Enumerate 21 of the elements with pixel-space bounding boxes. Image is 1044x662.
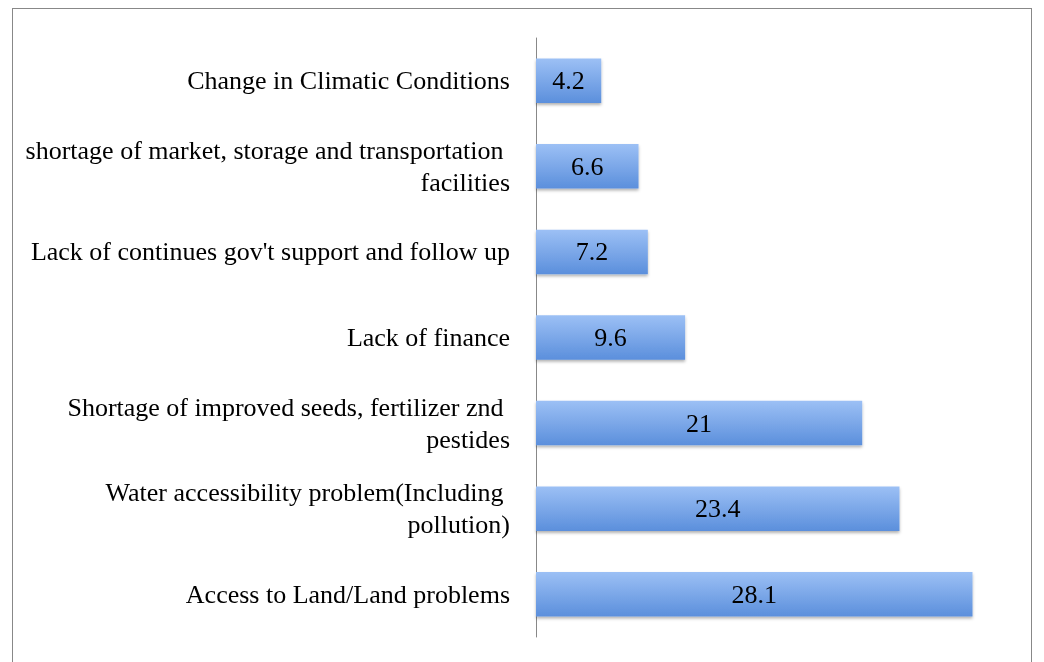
- y-tick-label: shortage of market, storage and transportation facilities: [25, 135, 510, 197]
- bar: [536, 229, 648, 275]
- y-tick-label: Lack of finance: [346, 323, 510, 352]
- bar: [536, 315, 686, 360]
- bar: [536, 58, 602, 104]
- data-label: 4.2: [552, 66, 585, 96]
- data-label: 21: [686, 408, 713, 438]
- data-label: 6.6: [571, 151, 604, 181]
- y-tick-label: Shortage of improved seeds, fertilizer znd pestides: [67, 392, 510, 454]
- y-tick-label: Change in Climatic Conditions: [187, 66, 510, 96]
- data-label: 28.1: [731, 579, 777, 609]
- bar: [536, 486, 900, 531]
- y-tick-label: Access to Land/Land problems: [185, 579, 510, 609]
- data-label: 7.2: [575, 237, 609, 267]
- bar: [536, 144, 639, 189]
- y-tick-label: Lack of continues gov't support and follow up: [30, 237, 510, 267]
- data-label: 23.4: [694, 494, 741, 524]
- bar: [536, 400, 863, 446]
- y-tick-label: Water accessibility problem(Including pollution): [105, 478, 510, 540]
- bar: [536, 571, 973, 617]
- data-label: 9.6: [594, 323, 627, 352]
